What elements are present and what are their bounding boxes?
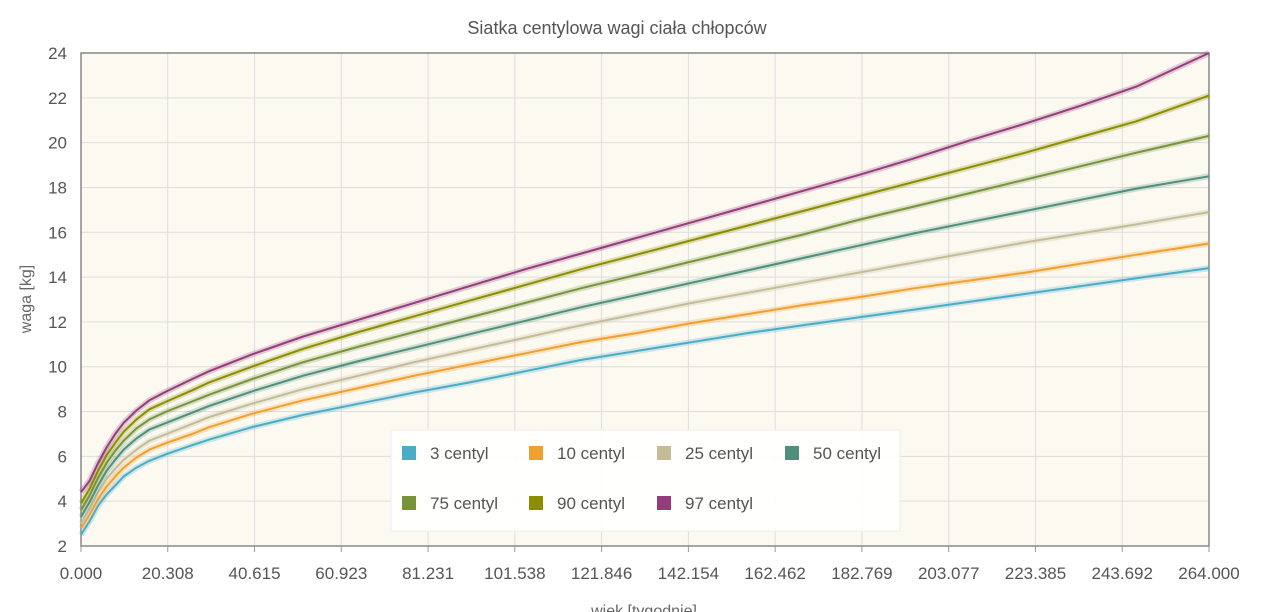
series-line <box>80 175 1210 518</box>
x-tick-label: 142.154 <box>658 564 719 583</box>
legend-label: 10 centyl <box>557 444 625 463</box>
legend-label: 90 centyl <box>557 494 625 513</box>
legend-label: 75 centyl <box>430 494 498 513</box>
legend-swatch <box>657 496 671 510</box>
legend-swatch <box>529 496 543 510</box>
legend-box <box>390 429 901 532</box>
legend-swatch <box>402 446 416 460</box>
x-tick-label: 223.385 <box>1005 564 1066 583</box>
x-tick-label: 264.000 <box>1178 564 1239 583</box>
legend: 3 centyl 10 centyl 25 centyl 50 centyl 75 ce… <box>390 429 901 532</box>
series-line <box>80 211 1210 525</box>
y-tick-label: 10 <box>48 358 67 377</box>
y-tick-label: 4 <box>58 492 67 511</box>
legend-swatch <box>785 446 799 460</box>
y-tick-label: 20 <box>48 134 67 153</box>
plot-border <box>80 52 1210 547</box>
x-tick-label: 60.923 <box>315 564 367 583</box>
legend-label: 3 centyl <box>430 444 489 463</box>
x-tick-label: 243.692 <box>1092 564 1153 583</box>
legend-label: 97 centyl <box>685 494 753 513</box>
x-tick-label: 162.462 <box>744 564 805 583</box>
x-tick-label: 121.846 <box>571 564 632 583</box>
legend-swatch <box>402 496 416 510</box>
y-tick-label: 12 <box>48 313 67 332</box>
x-tick-label: 0.000 <box>60 564 103 583</box>
legend-label: 25 centyl <box>685 444 753 463</box>
legend-swatch <box>657 446 671 460</box>
y-axis-label: waga [kg] <box>18 265 35 334</box>
series-line <box>80 52 1210 493</box>
x-tick-label: 40.615 <box>229 564 281 583</box>
y-tick-label: 16 <box>48 223 67 242</box>
x-tick-label: 101.538 <box>484 564 545 583</box>
x-tick-label: 20.308 <box>142 564 194 583</box>
y-tick-label: 8 <box>58 403 67 422</box>
legend-label: 50 centyl <box>813 444 881 463</box>
chart-title: Siatka centylowa wagi ciała chłopców <box>467 18 767 38</box>
y-tick-label: 24 <box>48 44 67 63</box>
y-tick-label: 2 <box>58 537 67 556</box>
x-tick-label: 182.769 <box>831 564 892 583</box>
x-axis: 0.000 20.308 40.615 60.923 81.231 101.538 121.… <box>60 546 1240 583</box>
series-lines <box>78 50 1211 537</box>
series-line <box>80 94 1210 504</box>
y-tick-label: 6 <box>58 447 67 466</box>
x-axis-label: wiek [tygodnie] <box>590 603 697 612</box>
x-tick-label: 203.077 <box>918 564 979 583</box>
series-line <box>80 134 1210 511</box>
y-tick-label: 14 <box>48 268 67 287</box>
series-line <box>80 267 1210 536</box>
series-line <box>80 242 1210 529</box>
y-tick-label: 22 <box>48 89 67 108</box>
x-tick-label: 81.231 <box>402 564 454 583</box>
y-tick-label: 18 <box>48 178 67 197</box>
legend-swatch <box>529 446 543 460</box>
